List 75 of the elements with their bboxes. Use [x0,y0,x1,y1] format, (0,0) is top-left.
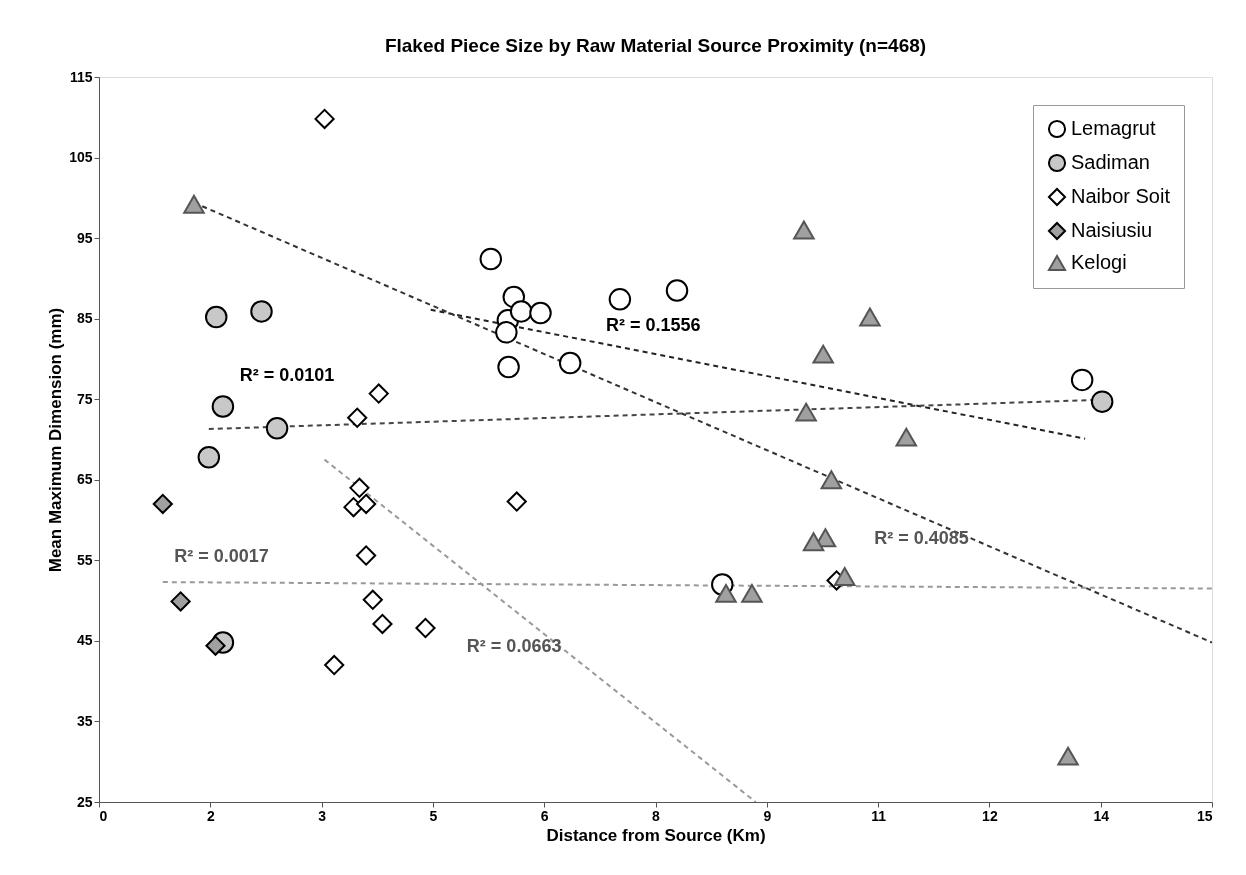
y-tick-label: 105 [69,149,93,166]
chart-title: Flaked Piece Size by Raw Material Source Proximity (n=468) [384,35,927,56]
y-tick-label: 35 [76,712,93,729]
point [833,567,856,586]
point [802,532,825,552]
point [795,402,817,422]
point [362,589,383,610]
point [895,427,918,447]
y-tick-label: 115 [69,68,93,85]
point [1057,746,1079,766]
x-tick-label: 8 [652,807,661,824]
legend-label: Naisiusiu [1071,219,1153,241]
point [495,321,518,344]
y-tick-label: 85 [76,310,93,327]
x-tick-label: 12 [982,807,998,824]
x-axis-title: Distance from Source (Km) [546,825,766,845]
x-tick-label: 9 [763,807,772,824]
y-tick-label: 65 [76,471,93,488]
point [347,407,368,428]
point [415,617,436,639]
point [820,470,843,490]
point [608,288,632,311]
y-tick-label: 55 [76,551,93,568]
point [506,491,527,512]
x-tick-label: 2 [206,807,215,824]
point [859,307,881,327]
point [372,613,393,635]
annotation: R² = 0.4085 [874,527,969,548]
annotation: R² = 0.0017 [174,545,269,566]
point [1090,390,1114,413]
annotation: R² = 0.0101 [239,365,335,386]
point [812,344,834,364]
point [204,305,228,329]
legend-label: Sadiman [1071,151,1150,173]
point [479,247,503,271]
point [349,477,370,498]
x-tick-label: 3 [318,807,327,824]
point [715,583,737,603]
point [170,591,191,612]
legend-label: Lemagrut [1071,117,1156,139]
x-tick-label: 11 [871,807,887,824]
point [356,493,377,515]
y-tick-label: 45 [76,632,93,649]
point [368,383,389,404]
legend-label: Kelogi [1071,251,1127,273]
point [211,395,235,418]
point [205,635,226,656]
point [509,300,533,323]
point [741,583,763,603]
point [558,351,582,375]
annotation: R² = 0.1556 [605,315,701,336]
point [1070,368,1094,392]
y-tick-label: 95 [76,229,93,246]
point [183,194,205,214]
legend-label: Naibor Soit [1071,185,1171,207]
x-tick-label: 0 [99,807,108,824]
x-tick-label: 6 [540,807,549,824]
point [529,301,552,325]
point [314,108,335,129]
y-tick-label: 25 [76,793,93,810]
point [324,654,345,676]
point [152,493,173,515]
point [793,220,815,240]
point [497,355,520,379]
x-tick-label: 14 [1093,807,1110,824]
y-tick-label: 75 [76,390,93,407]
x-tick-label: 15 [1196,807,1213,824]
point [250,300,273,323]
point [665,279,689,302]
annotation: R² = 0.0663 [466,635,562,656]
point [265,417,289,440]
point [197,446,221,469]
x-tick-label: 5 [429,807,438,824]
point [356,545,377,566]
y-axis-title: Mean Maximum Dimension (mm) [46,307,66,573]
